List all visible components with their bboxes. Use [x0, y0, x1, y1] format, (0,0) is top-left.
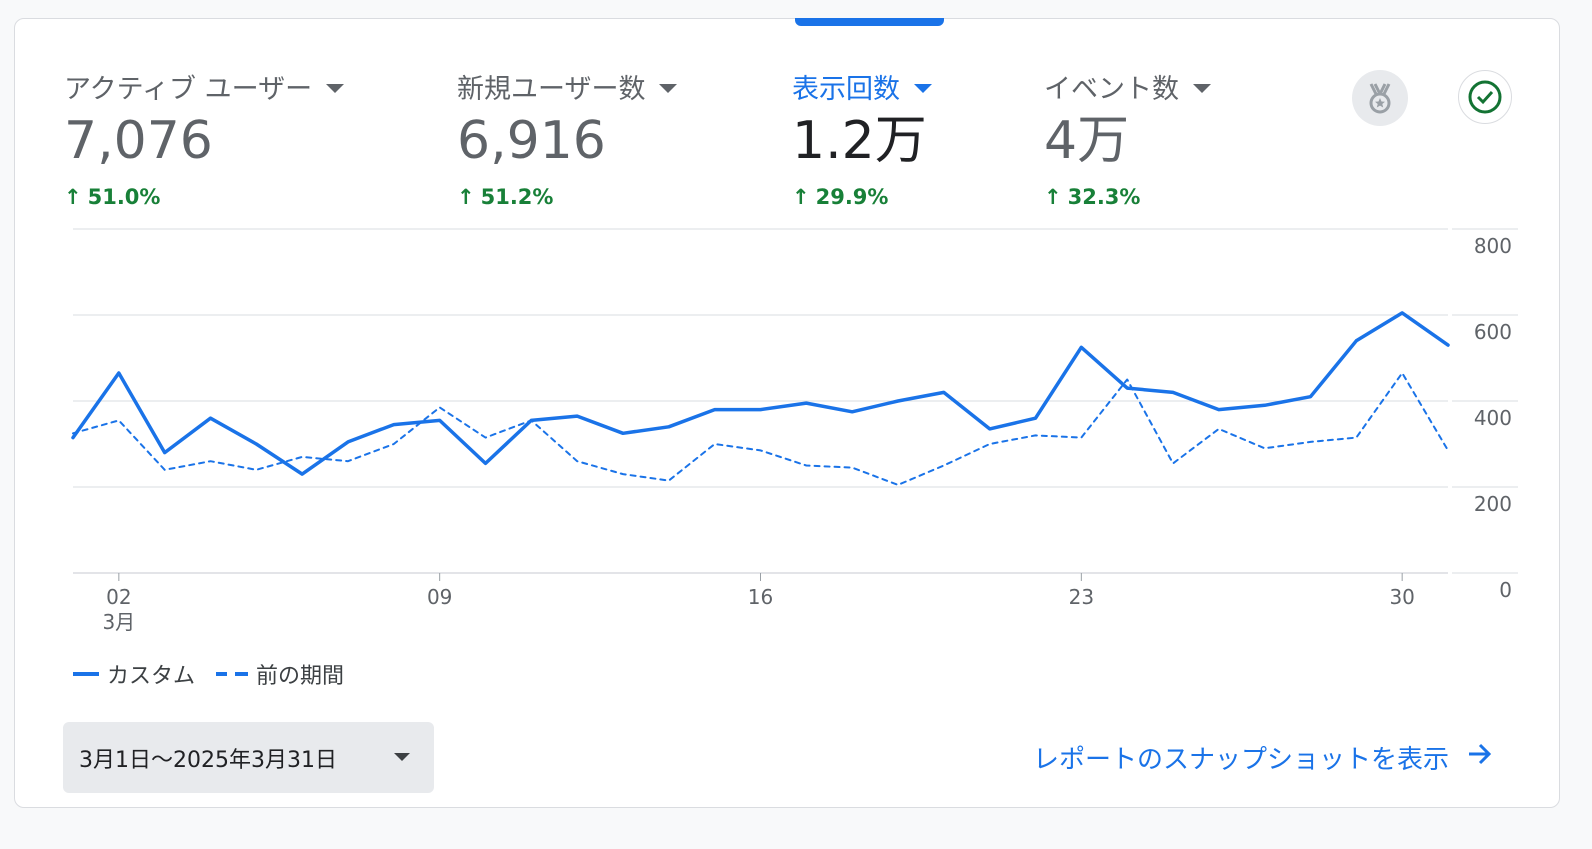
metric-label: 新規ユーザー数: [457, 67, 678, 106]
caret-down-icon: [1193, 84, 1211, 93]
arrow-up-icon: ↑: [792, 185, 810, 209]
legend-item-current: カスタム: [73, 658, 195, 690]
metric-change: ↑ 51.0%: [64, 185, 161, 209]
date-range-label: 3月1日〜2025年3月31日: [79, 747, 337, 773]
metric-change: ↑ 32.3%: [1044, 185, 1141, 209]
arrow-up-icon: ↑: [1044, 185, 1062, 209]
date-range-selector[interactable]: 3月1日〜2025年3月31日: [63, 722, 434, 793]
caret-down-icon: [914, 84, 932, 93]
metric-change: ↑ 29.9%: [792, 185, 889, 209]
x-tick-label: 16: [748, 585, 773, 609]
chart-legend: カスタム 前の期間: [73, 657, 358, 690]
arrow-right-icon: [1467, 742, 1493, 773]
overview-card: アクティブ ユーザー 7,076 ↑ 51.0% 新規ユーザー数 6,916 ↑ 5…: [14, 18, 1560, 808]
metric-value: 7,076: [64, 111, 213, 171]
report-link-label: レポートのスナップショットを表示: [1033, 745, 1450, 775]
metric-change: ↑ 51.2%: [457, 185, 554, 209]
metric-label: 表示回数: [792, 67, 932, 106]
metric-value: 6,916: [457, 111, 606, 171]
series-line-previous: [72, 372, 1449, 486]
y-tick-label: 800: [1474, 234, 1512, 258]
metric-label: イベント数: [1044, 67, 1211, 106]
caret-down-icon: [659, 84, 678, 93]
legend-swatch-solid: [73, 672, 99, 676]
legend-swatch-dashed: [216, 672, 249, 676]
check-circle-icon[interactable]: [1458, 70, 1512, 124]
x-tick-sublabel: 3月: [102, 610, 135, 634]
y-tick-label: 400: [1474, 406, 1512, 430]
caret-down-icon: [394, 753, 410, 761]
y-tick-label: 600: [1474, 320, 1512, 344]
metric-value: 4万: [1044, 111, 1130, 171]
x-tick-label: 23: [1069, 585, 1094, 609]
active-tab-indicator: [795, 18, 944, 26]
arrow-up-icon: ↑: [457, 185, 475, 209]
view-report-snapshot-link[interactable]: レポートのスナップショットを表示: [1033, 739, 1493, 776]
y-tick-label: 0: [1499, 578, 1512, 602]
legend-item-previous: 前の期間: [216, 658, 344, 690]
metric-value: 1.2万: [792, 111, 927, 171]
series-line-current: [71, 311, 1450, 476]
x-tick-label: 02: [106, 585, 131, 609]
y-tick-label: 200: [1474, 492, 1512, 516]
metric-label: アクティブ ユーザー: [64, 67, 345, 106]
arrow-up-icon: ↑: [64, 185, 82, 209]
caret-down-icon: [326, 84, 345, 93]
x-tick-label: 30: [1389, 585, 1414, 609]
medal-icon[interactable]: [1352, 70, 1408, 126]
x-tick-label: 09: [427, 585, 452, 609]
